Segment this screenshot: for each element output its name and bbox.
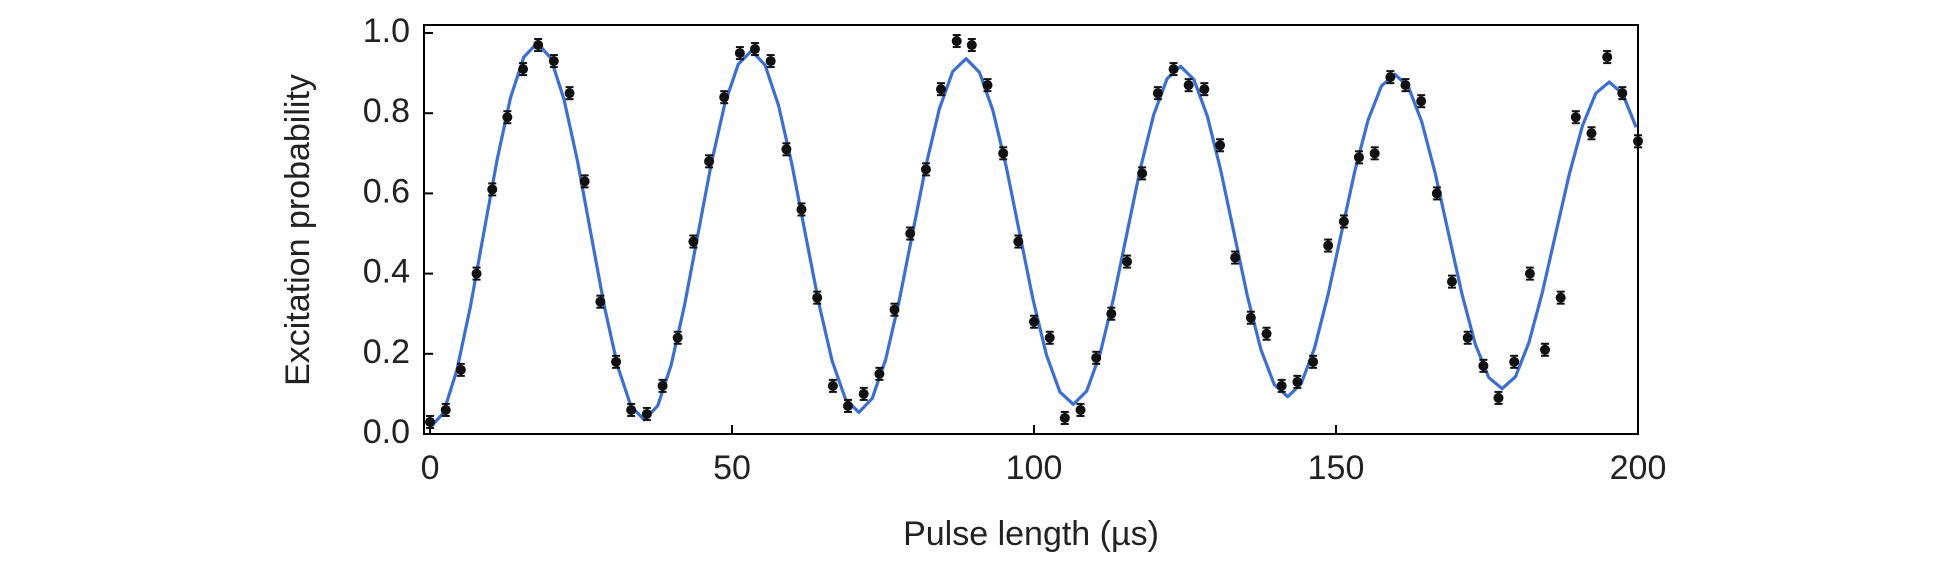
data-point — [502, 112, 513, 123]
data-point — [626, 404, 637, 415]
x-tick-label: 200 — [1610, 449, 1667, 487]
data-point — [781, 144, 792, 155]
data-point — [579, 176, 590, 187]
data-point — [1075, 404, 1086, 415]
data-point — [966, 40, 977, 51]
y-tick-label: 0.4 — [363, 253, 410, 291]
fit-line — [428, 41, 1638, 430]
data-point — [1091, 352, 1102, 363]
data-point — [1462, 332, 1473, 343]
y-tick-label: 1.0 — [363, 12, 410, 50]
data-point — [564, 88, 575, 99]
data-point — [1292, 376, 1303, 387]
data-point — [1385, 72, 1396, 83]
data-point — [1183, 80, 1194, 91]
data-point — [1416, 96, 1427, 107]
y-tick-label: 0.0 — [363, 413, 410, 451]
data-point — [1400, 80, 1411, 91]
data-point — [889, 304, 900, 315]
data-point — [1044, 332, 1055, 343]
y-tick-label: 0.6 — [363, 172, 410, 210]
data-point — [471, 268, 482, 279]
data-point — [1323, 240, 1334, 251]
data-point — [657, 380, 668, 391]
data-point — [1168, 64, 1179, 75]
x-axis-label: Pulse length (µs) — [903, 515, 1159, 553]
data-point — [1338, 216, 1349, 227]
data-point — [812, 292, 823, 303]
data-point — [936, 84, 947, 95]
data-point — [533, 40, 544, 51]
data-point — [1602, 52, 1613, 63]
x-tick-label: 50 — [713, 449, 751, 487]
data-point — [1152, 88, 1163, 99]
data-point — [1570, 112, 1581, 123]
data-point — [1539, 344, 1550, 355]
data-point — [487, 184, 498, 195]
data-point — [1261, 328, 1272, 339]
data-point — [734, 48, 745, 59]
data-point — [920, 164, 931, 175]
data-point — [719, 92, 730, 103]
data-point — [765, 56, 776, 67]
data-point — [1431, 188, 1442, 199]
data-point — [1493, 392, 1504, 403]
data-point — [1478, 360, 1489, 371]
x-tick-label: 100 — [1006, 449, 1063, 487]
data-point — [796, 204, 807, 215]
data-point — [951, 36, 962, 47]
data-point — [1215, 140, 1226, 151]
y-axis-label: Excitation probability — [279, 74, 317, 386]
data-point — [595, 296, 606, 307]
data-point — [827, 380, 838, 391]
data-point — [1245, 312, 1256, 323]
data-point — [998, 148, 1009, 159]
plot-frame — [423, 24, 1639, 435]
data-point — [704, 156, 715, 167]
data-point — [688, 236, 699, 247]
data-point — [1509, 356, 1520, 367]
data-point — [1586, 128, 1597, 139]
data-point — [1353, 152, 1364, 163]
data-point — [858, 388, 869, 399]
x-tick-label: 0 — [421, 449, 440, 487]
data-point — [641, 408, 652, 419]
data-point — [548, 56, 559, 67]
y-tick-label: 0.2 — [363, 333, 410, 371]
data-point — [1524, 268, 1535, 279]
data-point — [905, 228, 916, 239]
data-point — [1029, 316, 1040, 327]
data-point — [1137, 168, 1148, 179]
data-point — [1106, 308, 1117, 319]
data-point — [1617, 88, 1628, 99]
x-tick-label: 150 — [1308, 449, 1365, 487]
data-point — [1122, 256, 1133, 267]
data-point — [1276, 380, 1287, 391]
data-point — [425, 416, 436, 427]
data-point — [874, 368, 885, 379]
data-point — [1555, 292, 1566, 303]
data-point — [672, 332, 683, 343]
data-point — [611, 356, 622, 367]
data-point — [455, 364, 466, 375]
data-point — [1199, 84, 1210, 95]
data-point — [842, 400, 853, 411]
data-point — [440, 404, 451, 415]
data-point — [1369, 148, 1380, 159]
data-point — [982, 80, 993, 91]
data-point — [1059, 412, 1070, 423]
y-tick-label: 0.8 — [363, 92, 410, 130]
data-point — [1308, 356, 1319, 367]
data-point — [749, 44, 760, 55]
data-point — [1013, 236, 1024, 247]
data-point — [518, 64, 529, 75]
data-point — [1230, 252, 1241, 263]
data-point — [1446, 276, 1457, 287]
